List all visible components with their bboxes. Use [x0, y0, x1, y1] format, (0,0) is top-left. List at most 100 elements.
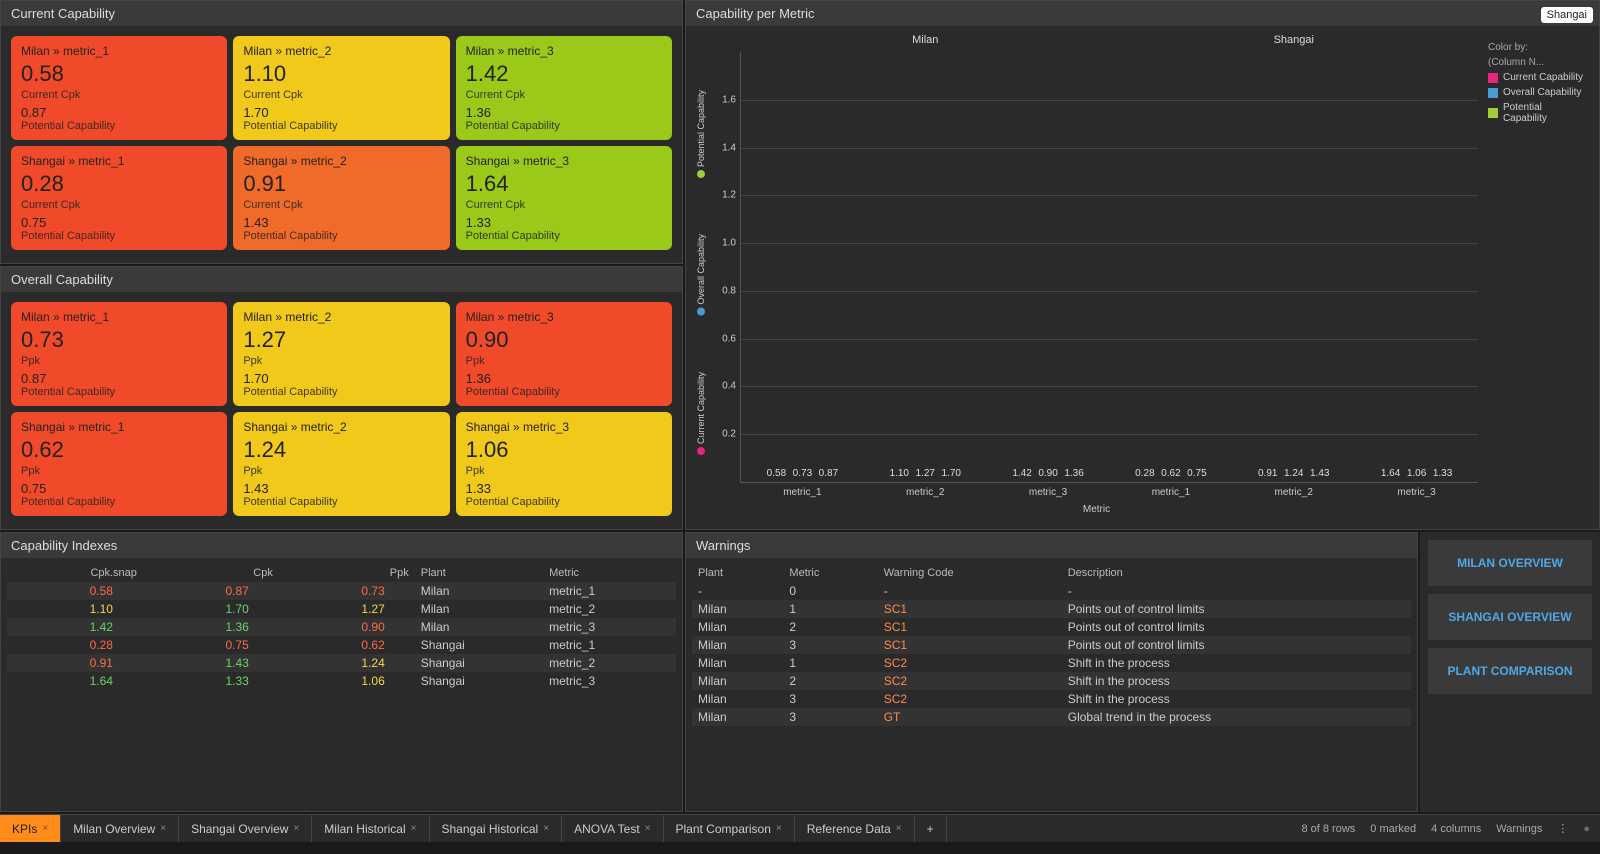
- column-header[interactable]: Metric: [783, 564, 877, 582]
- legend-label: Potential Capability: [1503, 102, 1588, 124]
- card-potential-value: 1.43: [243, 481, 439, 496]
- page-tab[interactable]: Milan Overview×: [61, 815, 179, 842]
- kebab-icon[interactable]: ⋮: [1557, 822, 1568, 835]
- page-tab[interactable]: Milan Historical×: [312, 815, 429, 842]
- legend-label: Current Capability: [1503, 72, 1583, 83]
- x-tick-label: metric_2: [906, 487, 944, 498]
- table-row[interactable]: Milan3SC1Points out of control limits: [692, 636, 1411, 654]
- column-header[interactable]: Plant: [692, 564, 783, 582]
- capability-card[interactable]: Shangai » metric_3 1.64 Current Cpk 1.33…: [456, 146, 672, 250]
- nav-button[interactable]: PLANT COMPARISON: [1428, 648, 1592, 694]
- column-header[interactable]: Ppk: [279, 564, 415, 582]
- column-header[interactable]: Warning Code: [878, 564, 1062, 582]
- card-sublabel: Ppk: [243, 465, 439, 477]
- table-row[interactable]: Milan2SC2Shift in the process: [692, 672, 1411, 690]
- cell-value: Milan: [415, 600, 543, 618]
- table-row[interactable]: 0.280.750.62Shangaimetric_1: [7, 636, 676, 654]
- card-value: 1.42: [466, 61, 662, 87]
- table-row[interactable]: 1.421.360.90Milanmetric_3: [7, 618, 676, 636]
- capability-card[interactable]: Milan » metric_3 0.90 Ppk 1.36 Potential…: [456, 302, 672, 406]
- nav-button[interactable]: MILAN OVERVIEW: [1428, 540, 1592, 586]
- status-marked: 0 marked: [1370, 823, 1416, 835]
- cell-value: 1: [783, 654, 877, 672]
- grid-line: [741, 148, 1478, 149]
- series-axis-label: Potential Capability: [696, 90, 706, 178]
- capability-card[interactable]: Shangai » metric_2 0.91 Current Cpk 1.43…: [233, 146, 449, 250]
- panel-title: Capability Indexes: [1, 533, 682, 558]
- close-icon[interactable]: ×: [645, 823, 651, 834]
- page-tab[interactable]: Plant Comparison×: [664, 815, 795, 842]
- grid-line: [741, 100, 1478, 101]
- capability-card[interactable]: Shangai » metric_2 1.24 Ppk 1.43 Potenti…: [233, 412, 449, 516]
- table-row[interactable]: Milan2SC1Points out of control limits: [692, 618, 1411, 636]
- cell-value: 0.91: [7, 654, 143, 672]
- card-sublabel: Current Cpk: [243, 199, 439, 211]
- capability-card[interactable]: Shangai » metric_1 0.62 Ppk 0.75 Potenti…: [11, 412, 227, 516]
- column-header[interactable]: Cpk: [143, 564, 279, 582]
- bar-value-label: 0.91: [1258, 468, 1277, 479]
- table-row[interactable]: Milan1SC2Shift in the process: [692, 654, 1411, 672]
- cell-value: 0.90: [279, 618, 415, 636]
- table-row[interactable]: Milan1SC1Points out of control limits: [692, 600, 1411, 618]
- panel-title: Capability per Metric: [686, 1, 1599, 26]
- y-tick-label: 0.6: [722, 333, 741, 344]
- bar-value-label: 0.90: [1038, 468, 1057, 479]
- capability-card[interactable]: Milan » metric_2 1.10 Current Cpk 1.70 P…: [233, 36, 449, 140]
- x-tick-label: metric_3: [1397, 487, 1435, 498]
- cell-value: metric_3: [543, 618, 676, 636]
- capability-card[interactable]: Shangai » metric_1 0.28 Current Cpk 0.75…: [11, 146, 227, 250]
- card-title: Shangai » metric_2: [243, 420, 439, 434]
- bar-value-label: 0.58: [767, 468, 786, 479]
- nav-button[interactable]: SHANGAI OVERVIEW: [1428, 594, 1592, 640]
- column-header[interactable]: Cpk.snap: [7, 564, 143, 582]
- card-potential-value: 1.36: [466, 371, 662, 386]
- close-icon[interactable]: ×: [411, 823, 417, 834]
- card-title: Milan » metric_3: [466, 44, 662, 58]
- capability-card[interactable]: Milan » metric_1 0.58 Current Cpk 0.87 P…: [11, 36, 227, 140]
- close-icon[interactable]: ×: [42, 823, 48, 834]
- legend-item[interactable]: Potential Capability: [1488, 102, 1588, 124]
- table-row[interactable]: Milan3SC2Shift in the process: [692, 690, 1411, 708]
- card-sublabel: Current Cpk: [21, 199, 217, 211]
- page-tab[interactable]: Shangai Overview×: [179, 815, 312, 842]
- card-title: Shangai » metric_3: [466, 420, 662, 434]
- close-icon[interactable]: ×: [776, 823, 782, 834]
- card-value: 0.58: [21, 61, 217, 87]
- table-row[interactable]: -0--: [692, 582, 1411, 600]
- card-potential-label: Potential Capability: [243, 120, 439, 132]
- close-icon[interactable]: ×: [543, 823, 549, 834]
- legend-item[interactable]: Overall Capability: [1488, 87, 1588, 98]
- capability-card[interactable]: Milan » metric_2 1.27 Ppk 1.70 Potential…: [233, 302, 449, 406]
- column-header[interactable]: Metric: [543, 564, 676, 582]
- capability-card[interactable]: Milan » metric_1 0.73 Ppk 0.87 Potential…: [11, 302, 227, 406]
- column-header[interactable]: Description: [1062, 564, 1411, 582]
- table-row[interactable]: 1.101.701.27Milanmetric_2: [7, 600, 676, 618]
- info-icon[interactable]: ●: [1583, 823, 1590, 835]
- close-icon[interactable]: ×: [293, 823, 299, 834]
- tab-label: Shangai Historical: [442, 822, 539, 836]
- card-potential-value: 1.43: [243, 215, 439, 230]
- column-header[interactable]: Plant: [415, 564, 543, 582]
- close-icon[interactable]: ×: [160, 823, 166, 834]
- capability-card[interactable]: Shangai » metric_3 1.06 Ppk 1.33 Potenti…: [456, 412, 672, 516]
- add-tab-button[interactable]: +: [915, 815, 947, 842]
- cell-value: 2: [783, 672, 877, 690]
- table-row[interactable]: 1.641.331.06Shangaimetric_3: [7, 672, 676, 690]
- page-tab[interactable]: Shangai Historical ×: [430, 815, 563, 842]
- card-potential-label: Potential Capability: [21, 386, 217, 398]
- table-row[interactable]: Milan3GTGlobal trend in the process: [692, 708, 1411, 726]
- page-tab[interactable]: KPIs×: [0, 815, 61, 842]
- cell-value: metric_1: [543, 582, 676, 600]
- card-potential-value: 0.75: [21, 481, 217, 496]
- table-row[interactable]: 0.580.870.73Milanmetric_1: [7, 582, 676, 600]
- cell-value: Milan: [692, 708, 783, 726]
- table-row[interactable]: 0.911.431.24Shangaimetric_2: [7, 654, 676, 672]
- page-tab[interactable]: Reference Data×: [795, 815, 915, 842]
- y-tick-label: 0.8: [722, 285, 741, 296]
- card-title: Shangai » metric_1: [21, 420, 217, 434]
- legend-item[interactable]: Current Capability: [1488, 72, 1588, 83]
- page-tab[interactable]: ANOVA Test×: [562, 815, 663, 842]
- close-icon[interactable]: ×: [896, 823, 902, 834]
- capability-card[interactable]: Milan » metric_3 1.42 Current Cpk 1.36 P…: [456, 36, 672, 140]
- nav-button-panel: MILAN OVERVIEW SHANGAI OVERVIEW PLANT COMP…: [1420, 532, 1600, 812]
